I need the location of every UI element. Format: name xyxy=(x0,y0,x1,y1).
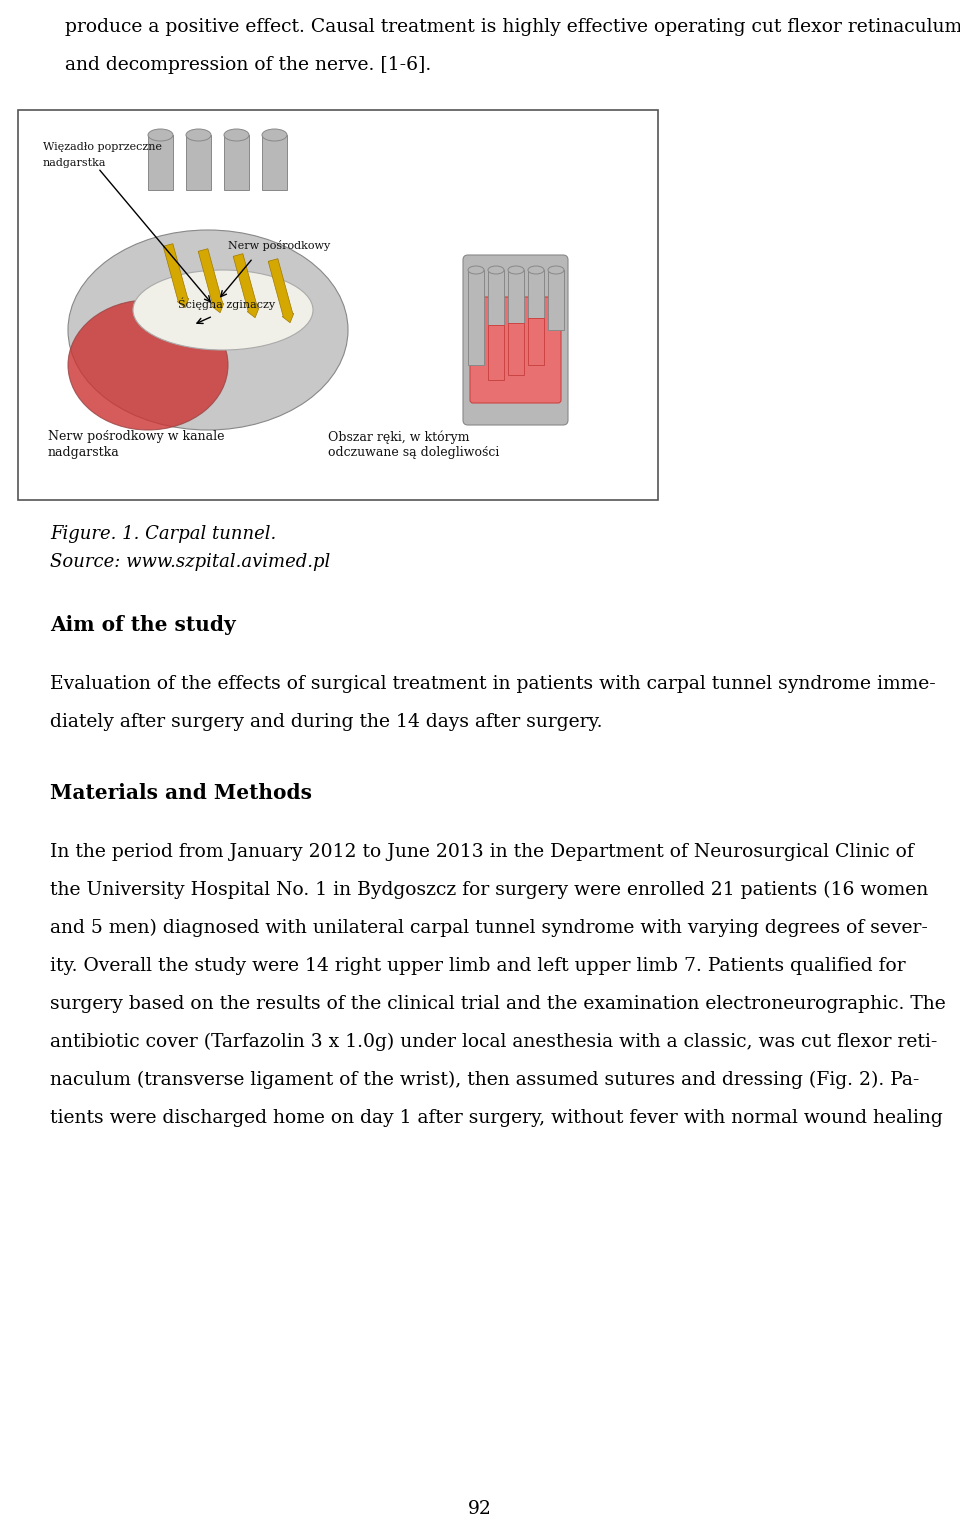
Bar xyxy=(548,270,564,330)
Text: ity. Overall the study were 14 right upper limb and left upper limb 7. Patients : ity. Overall the study were 14 right upp… xyxy=(50,957,905,976)
Bar xyxy=(262,134,287,189)
FancyBboxPatch shape xyxy=(470,296,561,403)
Ellipse shape xyxy=(262,128,287,140)
Bar xyxy=(488,325,504,380)
FancyArrow shape xyxy=(198,249,224,313)
FancyArrow shape xyxy=(268,258,294,322)
FancyArrow shape xyxy=(163,244,189,308)
Text: Aim of the study: Aim of the study xyxy=(50,615,235,635)
Bar xyxy=(148,134,173,189)
Text: nadgarstka: nadgarstka xyxy=(48,446,120,460)
Ellipse shape xyxy=(186,128,211,140)
Ellipse shape xyxy=(548,266,564,273)
Ellipse shape xyxy=(68,299,228,431)
Text: surgery based on the results of the clinical trial and the examination electrone: surgery based on the results of the clin… xyxy=(50,996,946,1012)
Bar xyxy=(18,110,658,499)
Bar xyxy=(528,270,544,365)
Bar xyxy=(468,270,484,365)
Text: Nerw pośrodkowy: Nerw pośrodkowy xyxy=(228,240,330,250)
Text: Source: www.szpital.avimed.pl: Source: www.szpital.avimed.pl xyxy=(50,553,330,571)
Text: nadgarstka: nadgarstka xyxy=(43,157,107,168)
Text: Figure. 1. Carpal tunnel.: Figure. 1. Carpal tunnel. xyxy=(50,525,276,544)
Text: the University Hospital No. 1 in Bydgoszcz for surgery were enrolled 21 patients: the University Hospital No. 1 in Bydgosz… xyxy=(50,881,928,899)
Bar xyxy=(224,134,249,189)
Ellipse shape xyxy=(133,270,313,350)
Text: Więzadło poprzeczne: Więzadło poprzeczne xyxy=(43,142,162,153)
Text: antibiotic cover (Tarfazolin 3 x 1.0g) under local anesthesia with a classic, wa: antibiotic cover (Tarfazolin 3 x 1.0g) u… xyxy=(50,1032,937,1051)
Text: produce a positive effect. Causal treatment is highly effective operating cut fl: produce a positive effect. Causal treatm… xyxy=(65,18,960,37)
Text: naculum (transverse ligament of the wrist), then assumed sutures and dressing (F: naculum (transverse ligament of the wris… xyxy=(50,1070,920,1089)
Text: and decompression of the nerve. [1-6].: and decompression of the nerve. [1-6]. xyxy=(65,56,431,73)
FancyBboxPatch shape xyxy=(463,255,568,425)
Ellipse shape xyxy=(528,266,544,273)
Text: In the period from January 2012 to June 2013 in the Department of Neurosurgical : In the period from January 2012 to June … xyxy=(50,843,914,861)
FancyArrow shape xyxy=(233,253,259,318)
Text: tients were discharged home on day 1 after surgery, without fever with normal wo: tients were discharged home on day 1 aft… xyxy=(50,1109,943,1127)
Ellipse shape xyxy=(508,266,524,273)
Text: diately after surgery and during the 14 days after surgery.: diately after surgery and during the 14 … xyxy=(50,713,603,731)
Text: odczuwane są dolegliwości: odczuwane są dolegliwości xyxy=(328,446,499,460)
Text: Nerw pośrodkowy w kanale: Nerw pośrodkowy w kanale xyxy=(48,431,225,443)
Text: 92: 92 xyxy=(468,1500,492,1518)
Ellipse shape xyxy=(68,231,348,431)
Text: Ścięgna zginaczy: Ścięgna zginaczy xyxy=(178,298,276,310)
Bar xyxy=(186,134,211,189)
Ellipse shape xyxy=(488,266,504,273)
Bar xyxy=(528,318,544,365)
Ellipse shape xyxy=(468,266,484,273)
Text: and 5 men) diagnosed with unilateral carpal tunnel syndrome with varying degrees: and 5 men) diagnosed with unilateral car… xyxy=(50,919,928,938)
Text: Evaluation of the effects of surgical treatment in patients with carpal tunnel s: Evaluation of the effects of surgical tr… xyxy=(50,675,936,693)
Ellipse shape xyxy=(224,128,249,140)
Bar xyxy=(488,270,504,380)
Bar xyxy=(508,324,524,376)
Ellipse shape xyxy=(148,128,173,140)
Text: Obszar ręki, w którym: Obszar ręki, w którym xyxy=(328,431,469,443)
Bar xyxy=(508,270,524,376)
Text: Materials and Methods: Materials and Methods xyxy=(50,783,312,803)
